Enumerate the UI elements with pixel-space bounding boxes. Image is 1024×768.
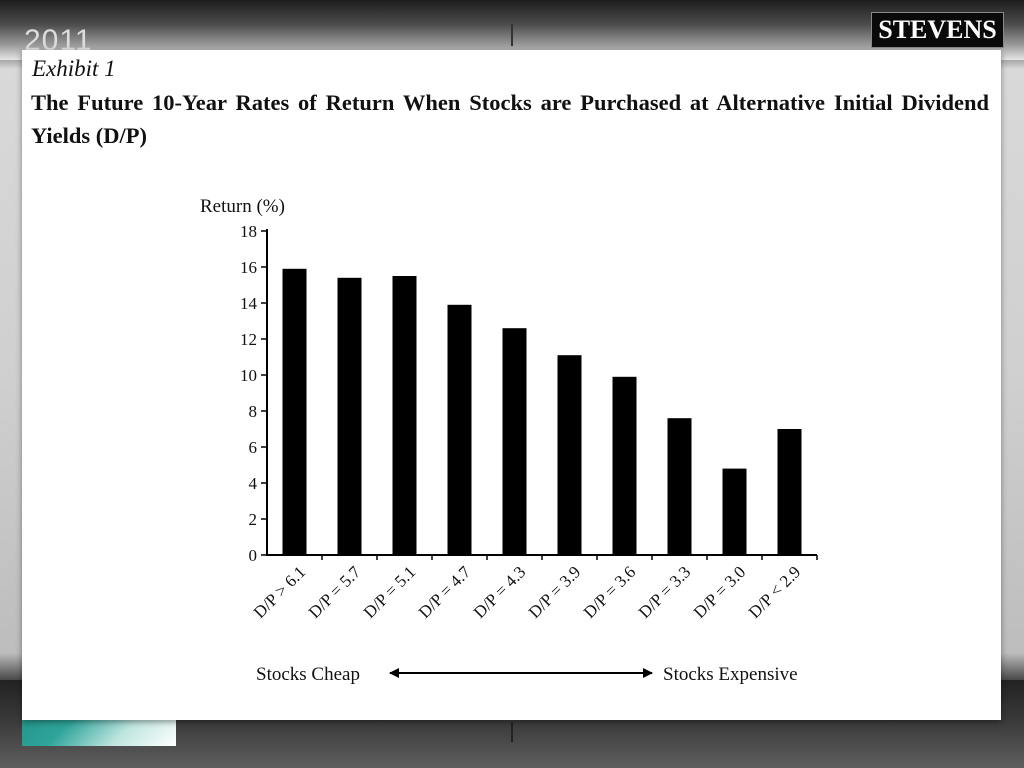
x-category-label: D/P = 5.7 <box>305 562 365 622</box>
bar <box>282 268 307 555</box>
y-tick-label: 10 <box>240 366 257 385</box>
y-axis-ticks: 0 2 4 6 8 10 12 14 16 18 <box>240 222 267 565</box>
bar <box>447 304 472 555</box>
stocks-expensive-label: Stocks Expensive <box>663 664 798 685</box>
y-tick-label: 18 <box>240 222 257 241</box>
bar <box>392 276 417 555</box>
exhibit-title: The Future 10-Year Rates of Return When … <box>31 90 989 148</box>
bar <box>502 328 527 555</box>
bar <box>722 468 747 555</box>
x-category-label: D/P = 3.9 <box>525 562 585 622</box>
bar <box>337 277 362 555</box>
x-category-label: D/P = 3.6 <box>580 562 640 622</box>
x-axis-labels: D/P > 6.1D/P = 5.7D/P = 5.1D/P = 4.7D/P … <box>250 562 805 622</box>
slide-divider-bottom <box>511 722 513 742</box>
y-tick-label: 2 <box>249 510 258 529</box>
bar <box>667 418 692 555</box>
y-tick-label: 0 <box>249 546 258 565</box>
exhibit-panel: Exhibit 1 The Future 10-Year Rates of Re… <box>22 50 1001 720</box>
y-tick-label: 16 <box>240 258 257 277</box>
y-tick-label: 4 <box>249 474 258 493</box>
stocks-cheap-label: Stocks Cheap <box>256 664 360 685</box>
bar <box>557 355 582 555</box>
y-tick-label: 14 <box>240 294 258 313</box>
x-category-label: D/P = 3.3 <box>635 562 695 622</box>
bar <box>612 376 637 555</box>
x-category-label: D/P = 5.1 <box>360 562 420 622</box>
x-category-label: D/P = 4.7 <box>415 562 475 622</box>
x-category-label: D/P > 6.1 <box>250 562 310 622</box>
bars-group <box>282 268 818 560</box>
y-tick-label: 12 <box>240 330 257 349</box>
exhibit-label: Exhibit 1 <box>32 56 116 81</box>
y-tick-label: 6 <box>249 438 258 457</box>
y-tick-label: 8 <box>249 402 258 421</box>
x-category-label: D/P = 3.0 <box>690 562 750 622</box>
y-axis-title: Return (%) <box>200 196 285 217</box>
x-category-label: D/P = 4.3 <box>470 562 530 622</box>
brand-logo: STEVENS <box>871 12 1004 48</box>
bar <box>777 429 802 555</box>
x-category-label: D/P < 2.9 <box>745 562 805 622</box>
slide-divider-top <box>511 24 513 46</box>
